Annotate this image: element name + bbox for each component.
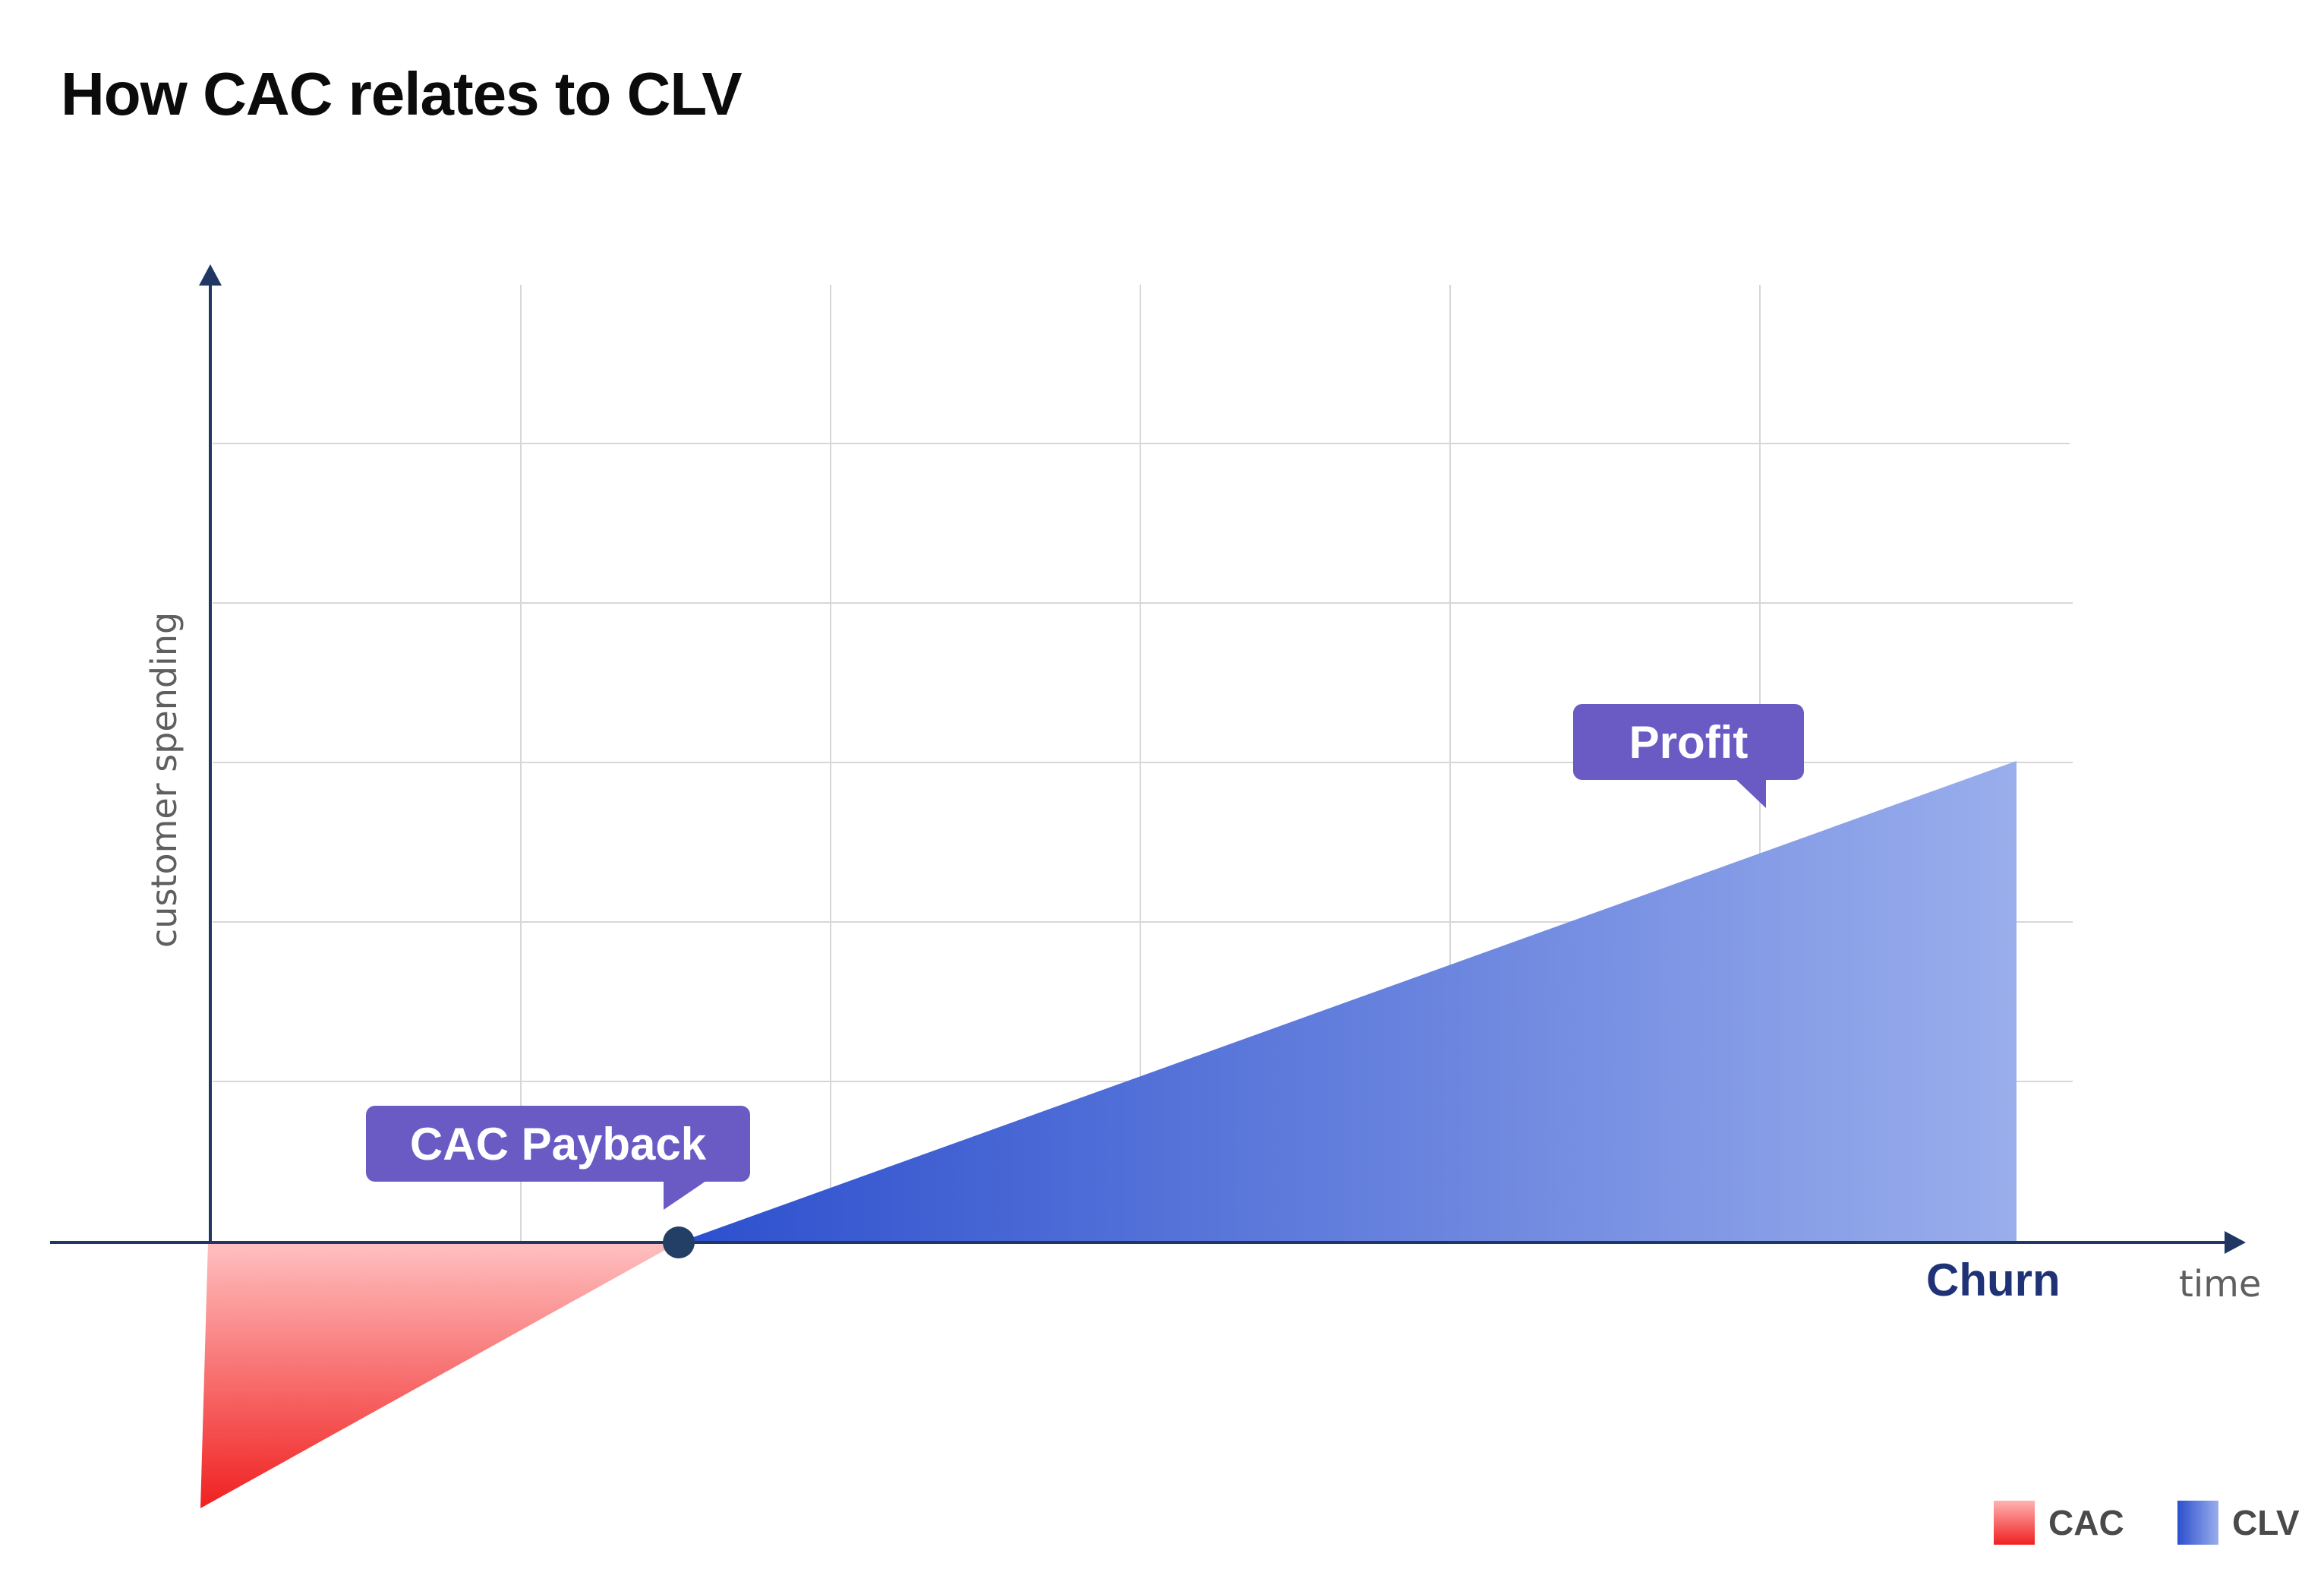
- y-axis-arrow: [199, 264, 222, 286]
- clv-swatch: [2177, 1501, 2218, 1545]
- profit-label: Profit: [1629, 716, 1749, 768]
- page-title: How CAC relates to CLV: [61, 60, 743, 128]
- cac-payback-label: CAC Payback: [409, 1118, 707, 1170]
- axes: [50, 264, 2246, 1254]
- legend-label-cac: CAC: [2048, 1503, 2124, 1542]
- legend-item-clv: CLV: [2177, 1501, 2300, 1545]
- churn-label: Churn: [1926, 1255, 2061, 1305]
- x-axis-arrow: [2225, 1231, 2246, 1254]
- clv-area: [679, 761, 2017, 1242]
- y-axis-label: customer spending: [143, 612, 184, 948]
- cac-payback-callout: CAC Payback: [366, 1106, 750, 1182]
- payback-point: [663, 1226, 695, 1258]
- cac-swatch: [1994, 1501, 2035, 1545]
- legend-label-clv: CLV: [2232, 1503, 2300, 1542]
- legend-item-cac: CAC: [1994, 1501, 2124, 1545]
- profit-callout: Profit: [1573, 704, 1804, 808]
- x-axis-label: time: [2179, 1263, 2261, 1305]
- cac-area: [200, 1242, 679, 1508]
